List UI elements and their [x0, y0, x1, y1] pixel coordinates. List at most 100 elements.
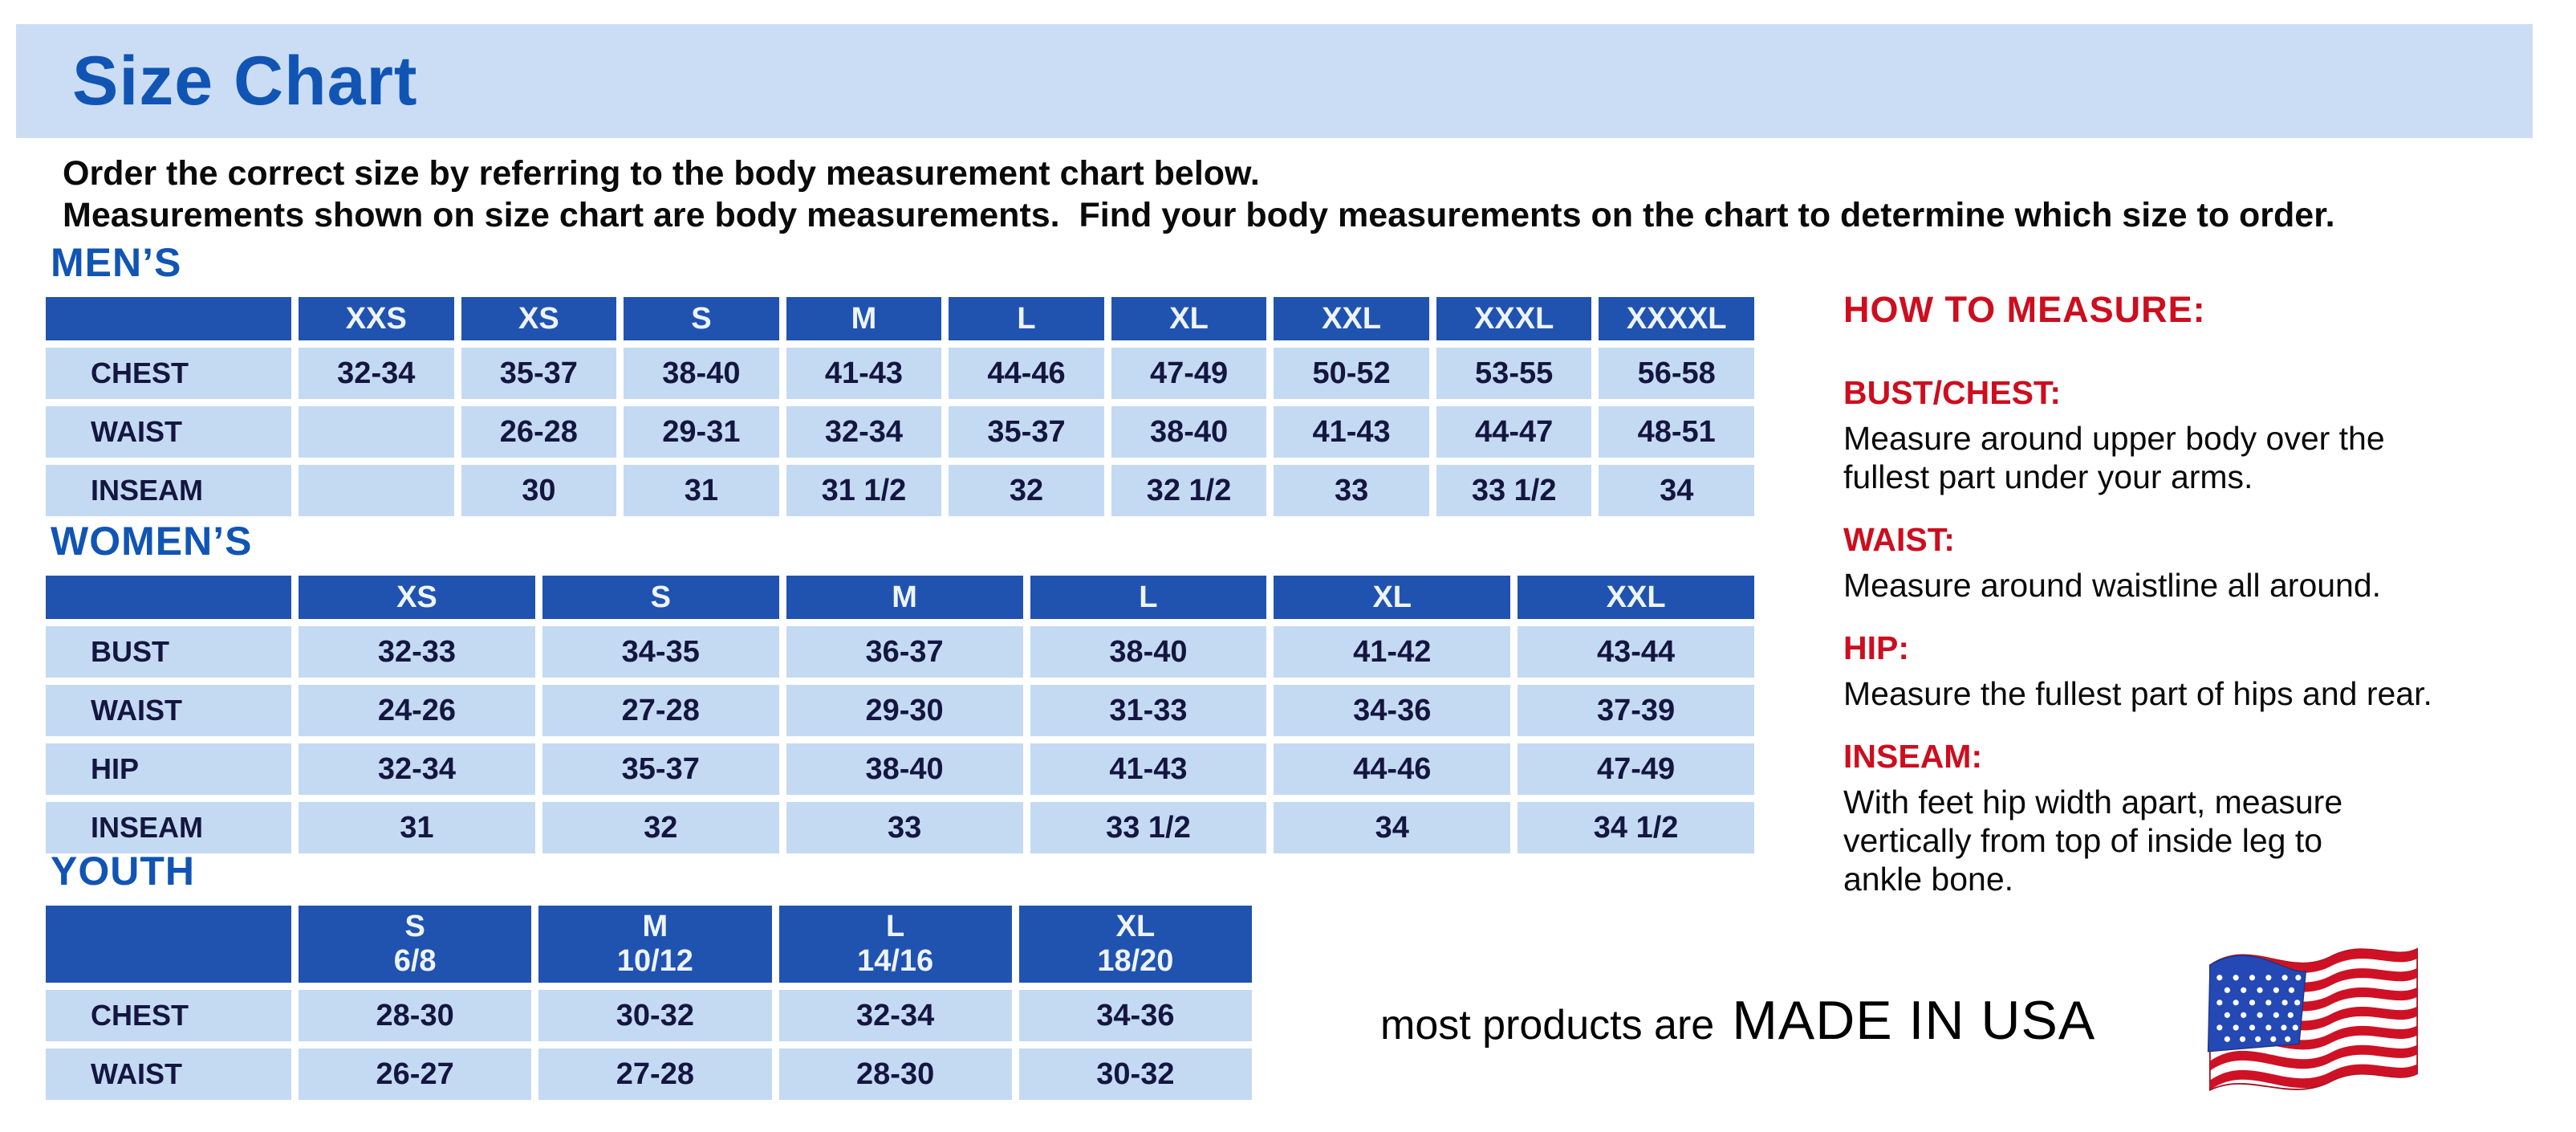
- intro-line-1: Order the correct size by referring to t…: [63, 154, 1260, 193]
- size-column-header: XS: [299, 576, 535, 619]
- mens-size-table: XXS XS S M L XL XXL XXXL XXXXL CHEST 32-34 35-37 38-…: [46, 297, 1754, 516]
- mens-heading: MEN’S: [51, 240, 182, 285]
- value-cell: 28-30: [778, 1049, 1012, 1100]
- value-cell: 32-34: [786, 406, 942, 458]
- page-title: Size Chart: [72, 43, 418, 120]
- size-column-header: XL: [1111, 297, 1267, 340]
- intro-line-2: Measurements shown on size chart are bod…: [63, 196, 2335, 234]
- corner-header-cell: [46, 906, 291, 983]
- value-cell: 32: [949, 465, 1104, 516]
- measure-item-text: Measure the fullest part of hips and rea…: [1843, 674, 2432, 712]
- size-column-header: S: [624, 297, 779, 340]
- made-in-usa-line: most products are MADE IN USA: [1380, 989, 2095, 1052]
- value-cell: 32: [542, 802, 779, 853]
- measure-item-text: With feet hip width apart, measure verti…: [1843, 783, 2343, 898]
- value-cell: 33: [1274, 465, 1429, 516]
- value-cell: 31 1/2: [786, 465, 942, 516]
- value-cell: 32-33: [299, 626, 535, 678]
- youth-size-table: S 6/8 M 10/12 L 14/16 XL 18/20 CHEST 28-30 30-…: [46, 906, 1252, 1100]
- mens-section: MEN’S XXS XS S M L XL XXL XXXL XXXXL CHEST 32-34 35…: [46, 239, 1754, 516]
- value-cell: 31-33: [1030, 685, 1267, 736]
- value-cell: 38-40: [1111, 406, 1267, 458]
- measure-item-waist: WAIST: Measure around waistline all arou…: [1843, 521, 2550, 605]
- row-label-cell: BUST: [46, 626, 291, 678]
- row-label-cell: HIP: [46, 743, 291, 795]
- measure-item-text: Measure around upper body over the fulle…: [1843, 420, 2385, 495]
- value-cell: 44-46: [949, 348, 1104, 399]
- size-column-header: S: [542, 576, 779, 619]
- size-column-header: S 6/8: [299, 906, 532, 983]
- value-cell: 26-27: [299, 1049, 532, 1100]
- size-column-header: XXL: [1274, 297, 1429, 340]
- size-column-header: M: [786, 576, 1023, 619]
- value-cell: 38-40: [786, 743, 1023, 795]
- size-column-header: M 10/12: [538, 906, 772, 983]
- youth-section: YOUTH S 6/8 M 10/12 L 14/16 XL 18/20 CHEST 28…: [46, 848, 1252, 1100]
- row-label-cell: CHEST: [46, 348, 291, 399]
- value-cell: 32-34: [299, 743, 535, 795]
- value-cell: [299, 406, 454, 458]
- value-cell: 30: [461, 465, 617, 516]
- value-cell: 35-37: [542, 743, 779, 795]
- measure-item-bust-chest: BUST/CHEST: Measure around upper body ov…: [1843, 374, 2550, 497]
- value-cell: 29-31: [624, 406, 779, 458]
- measure-item-label: INSEAM:: [1843, 737, 1983, 775]
- size-column-header: XXXL: [1436, 297, 1592, 340]
- row-label-cell: WAIST: [46, 1049, 291, 1100]
- title-band: Size Chart: [16, 24, 2533, 138]
- row-label-cell: WAIST: [46, 406, 291, 458]
- womens-size-table: XS S M L XL XXL BUST 32-33 34-35 36-37 38-40 41-42 4…: [46, 576, 1754, 853]
- value-cell: 34: [1599, 465, 1754, 516]
- value-cell: 34-35: [542, 626, 779, 678]
- value-cell: 35-37: [461, 348, 617, 399]
- value-cell: 28-30: [299, 990, 532, 1041]
- value-cell: 43-44: [1518, 626, 1754, 678]
- made-in-usa-text: MADE IN USA: [1732, 990, 2096, 1051]
- measure-item-text: Measure around waistline all around.: [1843, 566, 2382, 604]
- value-cell: 41-42: [1274, 626, 1511, 678]
- womens-heading: WOMEN’S: [51, 519, 253, 564]
- value-cell: 47-49: [1518, 743, 1754, 795]
- value-cell: 41-43: [1030, 743, 1267, 795]
- value-cell: 34 1/2: [1518, 802, 1754, 853]
- value-cell: 32-34: [778, 990, 1012, 1041]
- measure-item-label: WAIST:: [1843, 520, 1955, 558]
- size-column-header: L: [949, 297, 1104, 340]
- size-column-header: XXXXL: [1599, 297, 1754, 340]
- value-cell: 31: [299, 802, 535, 853]
- value-cell: 48-51: [1599, 406, 1754, 458]
- size-column-header: XS: [461, 297, 617, 340]
- value-cell: 27-28: [542, 685, 779, 736]
- size-column-header: XXS: [299, 297, 454, 340]
- value-cell: 53-55: [1436, 348, 1592, 399]
- value-cell: 36-37: [786, 626, 1023, 678]
- womens-section: WOMEN’S XS S M L XL XXL BUST 32-33 34-35 36-37 38-…: [46, 518, 1754, 853]
- youth-heading: YOUTH: [51, 849, 195, 894]
- value-cell: 34-36: [1018, 990, 1252, 1041]
- value-cell: 24-26: [299, 685, 535, 736]
- value-cell: 30-32: [538, 990, 772, 1041]
- footer-prefix-text: most products are: [1380, 1002, 1715, 1049]
- value-cell: 30-32: [1018, 1049, 1252, 1100]
- corner-header-cell: [46, 297, 291, 340]
- value-cell: 33 1/2: [1436, 465, 1592, 516]
- size-column-header: L 14/16: [778, 906, 1012, 983]
- value-cell: 34: [1274, 802, 1511, 853]
- how-to-measure-panel: HOW TO MEASURE: BUST/CHEST: Measure arou…: [1843, 289, 2550, 923]
- size-column-header: M: [786, 297, 942, 340]
- size-column-header: L: [1030, 576, 1267, 619]
- size-column-header: XL: [1274, 576, 1511, 619]
- value-cell: 44-46: [1274, 743, 1511, 795]
- row-label-cell: INSEAM: [46, 802, 291, 853]
- value-cell: 31: [624, 465, 779, 516]
- size-column-header: XL 18/20: [1018, 906, 1252, 983]
- how-to-measure-heading: HOW TO MEASURE:: [1843, 289, 2206, 330]
- value-cell: 38-40: [1030, 626, 1267, 678]
- measure-item-label: BUST/CHEST:: [1843, 374, 2062, 411]
- value-cell: 32 1/2: [1111, 465, 1267, 516]
- value-cell: [299, 465, 454, 516]
- usa-flag-icon: [2207, 947, 2419, 1092]
- measure-item-hip: HIP: Measure the fullest part of hips an…: [1843, 629, 2550, 714]
- value-cell: 26-28: [461, 406, 617, 458]
